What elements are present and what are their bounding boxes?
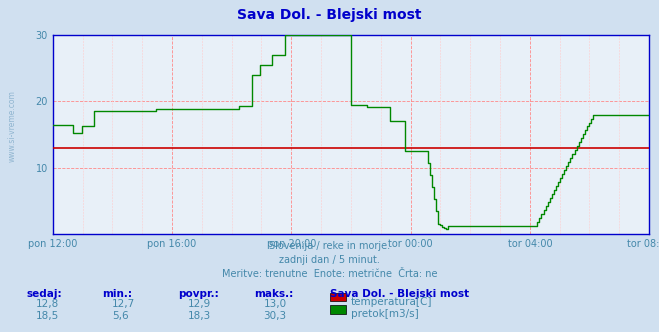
Text: www.si-vreme.com: www.si-vreme.com	[8, 90, 17, 162]
Text: maks.:: maks.:	[254, 289, 293, 299]
Text: Slovenija / reke in morje.: Slovenija / reke in morje.	[269, 241, 390, 251]
Text: Meritve: trenutne  Enote: metrične  Črta: ne: Meritve: trenutne Enote: metrične Črta: …	[221, 269, 438, 279]
Text: 12,9: 12,9	[188, 299, 211, 309]
Text: 12,7: 12,7	[112, 299, 135, 309]
Text: Sava Dol. - Blejski most: Sava Dol. - Blejski most	[330, 289, 469, 299]
Text: Sava Dol. - Blejski most: Sava Dol. - Blejski most	[237, 8, 422, 22]
Text: 30,3: 30,3	[264, 311, 287, 321]
Text: 12,8: 12,8	[36, 299, 59, 309]
Text: povpr.:: povpr.:	[178, 289, 219, 299]
Text: sedaj:: sedaj:	[26, 289, 62, 299]
Text: pretok[m3/s]: pretok[m3/s]	[351, 309, 418, 319]
Text: min.:: min.:	[102, 289, 132, 299]
Text: 5,6: 5,6	[112, 311, 129, 321]
Text: zadnji dan / 5 minut.: zadnji dan / 5 minut.	[279, 255, 380, 265]
Text: 18,5: 18,5	[36, 311, 59, 321]
Text: 13,0: 13,0	[264, 299, 287, 309]
Text: 18,3: 18,3	[188, 311, 211, 321]
Text: temperatura[C]: temperatura[C]	[351, 297, 432, 307]
